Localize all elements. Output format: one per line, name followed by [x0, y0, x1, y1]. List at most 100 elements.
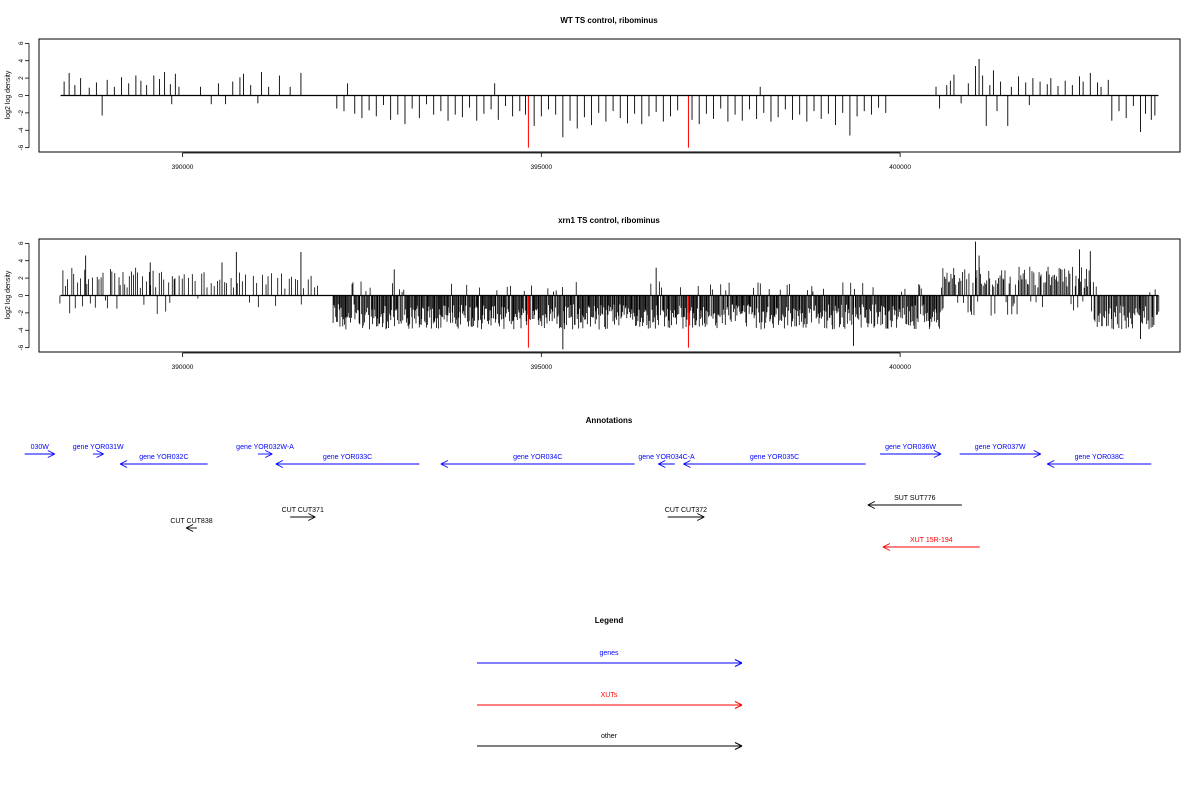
arrow-head [697, 513, 705, 518]
x-tick-label: 390000 [172, 164, 194, 171]
arrow-head [265, 450, 273, 455]
arrow-head [185, 527, 194, 532]
legend-item: genes [477, 650, 743, 667]
annotation-item: gene YOR038C [1047, 454, 1152, 468]
arrow-head [867, 501, 876, 506]
legend-label: other [601, 733, 618, 740]
annotation-item: gene YOR032W-A [236, 444, 294, 458]
arrow-head [882, 543, 891, 548]
arrow-head [867, 504, 876, 509]
legend-item: XUTs [477, 692, 743, 709]
bar-series [63, 58, 1156, 148]
annotation-label: gene YOR031W [73, 444, 124, 451]
annotation-item: CUT CUT372 [665, 507, 707, 521]
x-tick-label: 395000 [530, 164, 552, 171]
plot-frame [38, 238, 1181, 353]
legend-label: genes [599, 650, 619, 657]
y-tick-label: 6 [18, 41, 25, 45]
arrow-head [119, 460, 128, 465]
annotation-item: gene YOR034C-A [638, 454, 695, 468]
annotation-item: gene YOR035C [683, 454, 866, 468]
annotations-title: Annotations [586, 416, 633, 425]
y-tick-label: 4 [18, 259, 25, 263]
annotation-track: Annotations 030W gene YOR031W gene YOR032C… [24, 416, 1152, 551]
legend-label: XUTs [601, 692, 618, 699]
x-tick-label: 390000 [172, 364, 194, 371]
arrow-head [275, 460, 284, 465]
panel-title: WT TS control, ribominus [560, 16, 658, 25]
arrow-head [308, 516, 316, 521]
xrn1-density-panel: xrn1 TS control, ribominus log2 log dens… [5, 216, 1181, 371]
annotation-label: CUT CUT372 [665, 507, 707, 514]
axes: -6 -4 -2 0 2 4 6 390000 395000 400000 [18, 41, 1159, 171]
y-tick-label: -2 [18, 310, 25, 316]
arrow-head [308, 513, 316, 518]
y-tick-label: -6 [18, 144, 25, 150]
arrow-head [440, 463, 449, 468]
arrow-head [683, 463, 691, 468]
annotation-label: SUT SUT776 [894, 495, 936, 502]
annotation-item: gene YOR033C [275, 454, 420, 468]
arrow-head [734, 704, 743, 709]
annotation-item: gene YOR037W [959, 444, 1041, 458]
y-tick-label: -4 [18, 127, 25, 133]
arrow-head [933, 453, 942, 458]
annotation-label: gene YOR034C-A [638, 454, 695, 461]
arrow-head [933, 450, 942, 455]
arrow-head [185, 524, 194, 529]
arrow-head [1047, 460, 1055, 465]
arrow-head [440, 460, 449, 465]
arrow-head [275, 463, 284, 468]
annotation-label: gene YOR037W [975, 444, 1026, 451]
y-tick-label: 2 [18, 76, 25, 80]
plot-frame [38, 38, 1181, 153]
x-tick-label: 400000 [889, 164, 911, 171]
y-axis-label: log2 log density [5, 70, 12, 119]
arrow-head [47, 453, 55, 458]
annotation-label: XUT 15R-194 [910, 537, 953, 544]
annotation-label: CUT CUT838 [170, 518, 212, 525]
arrow-head [265, 453, 273, 458]
y-axis-label: log2 log density [5, 270, 12, 319]
annotation-label: gene YOR032W-A [236, 444, 294, 451]
bar-series [59, 241, 1160, 350]
arrow-head [1033, 450, 1041, 455]
arrow-head [734, 745, 743, 750]
arrow-head [96, 453, 104, 458]
arrow-head [734, 742, 743, 747]
arrow-head [96, 450, 104, 455]
y-tick-label: -6 [18, 344, 25, 350]
annotation-item: SUT SUT776 [867, 495, 962, 509]
annotation-item: CUT CUT371 [282, 507, 324, 521]
x-tick-label: 400000 [889, 364, 911, 371]
annotation-item: gene YOR032C [119, 454, 208, 468]
legend-items: genes XUTs other [477, 650, 743, 750]
annotation-label: gene YOR034C [513, 454, 562, 461]
arrow-head [697, 516, 705, 521]
annotation-item: gene YOR034C [440, 454, 635, 468]
arrow-head [734, 662, 743, 667]
axes: -6 -4 -2 0 2 4 6 390000 395000 400000 [18, 241, 1159, 371]
y-tick-label: -4 [18, 327, 25, 333]
y-tick-label: 0 [18, 293, 25, 297]
arrow-head [1047, 463, 1055, 468]
annotation-item: CUT CUT838 [170, 518, 213, 532]
annotation-label: gene YOR033C [323, 454, 372, 461]
arrow-head [683, 460, 691, 465]
y-tick-label: -2 [18, 110, 25, 116]
annotation-label: gene YOR032C [139, 454, 188, 461]
annotation-label: 030W [31, 444, 50, 451]
x-tick-label: 395000 [530, 364, 552, 371]
arrow-head [658, 460, 666, 465]
y-tick-label: 2 [18, 276, 25, 280]
arrow-head [882, 546, 891, 551]
legend: Legend genes XUTs other [477, 616, 743, 750]
annotation-item: gene YOR031W [73, 444, 124, 458]
annotation-item: XUT 15R-194 [882, 537, 980, 551]
annotation-items: 030W gene YOR031W gene YOR032C gene YOR032W… [24, 444, 1152, 551]
y-tick-label: 4 [18, 59, 25, 63]
annotation-item: 030W [24, 444, 55, 458]
y-tick-label: 6 [18, 241, 25, 245]
annotation-item: gene YOR036W [880, 444, 942, 458]
arrow-head [734, 701, 743, 706]
